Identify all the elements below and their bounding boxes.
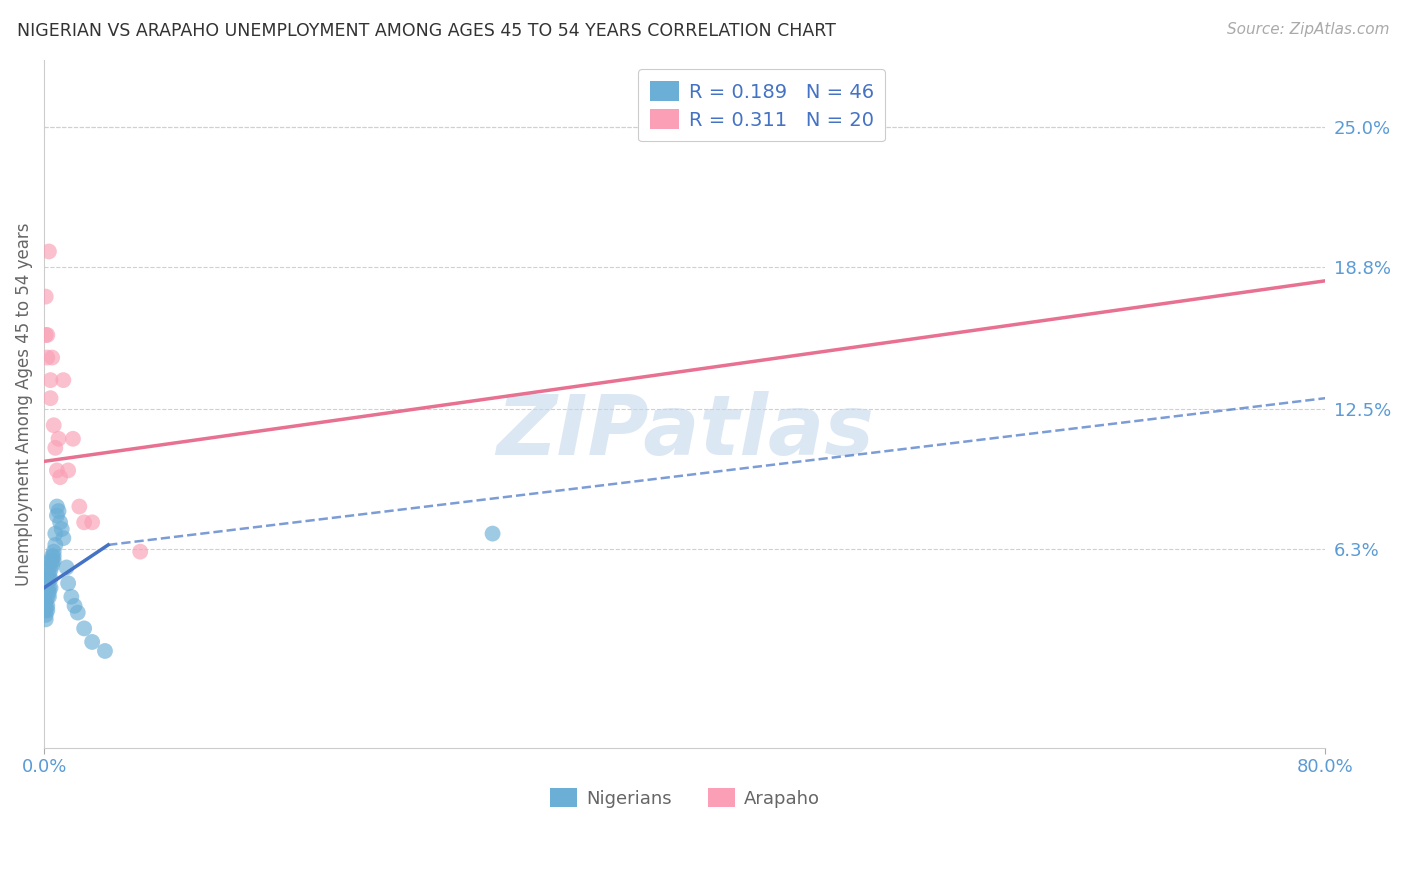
Point [52, 373, 75, 387]
Point [42, 549, 65, 564]
Point [51, 522, 73, 536]
Point [38, 581, 60, 595]
Point [56, 576, 79, 591]
Point [38, 244, 60, 259]
Point [35, 594, 58, 608]
Point [44, 538, 66, 552]
Point [73, 516, 96, 530]
Point [45, 508, 67, 523]
Point [35, 290, 58, 304]
Point [35, 328, 58, 343]
Point [49, 516, 72, 530]
Point [66, 606, 89, 620]
Point [32, 590, 55, 604]
Point [39, 572, 62, 586]
Point [38, 585, 60, 599]
Point [38, 560, 60, 574]
Point [52, 531, 75, 545]
Point [42, 554, 65, 568]
Point [37, 351, 59, 365]
Text: NIGERIAN VS ARAPAHO UNEMPLOYMENT AMONG AGES 45 TO 54 YEARS CORRELATION CHART: NIGERIAN VS ARAPAHO UNEMPLOYMENT AMONG A… [17, 22, 835, 40]
Point [41, 558, 63, 573]
Point [60, 590, 83, 604]
Point [55, 560, 77, 574]
Point [41, 549, 63, 564]
Point [39, 563, 62, 577]
Point [129, 544, 152, 558]
Legend: Nigerians, Arapaho: Nigerians, Arapaho [543, 780, 827, 814]
Point [37, 603, 59, 617]
Point [56, 463, 79, 477]
Point [481, 526, 503, 541]
Point [67, 500, 90, 514]
Point [38, 567, 60, 582]
Point [94, 644, 117, 658]
Point [73, 621, 96, 635]
Point [42, 418, 65, 433]
Point [35, 612, 58, 626]
Point [37, 572, 59, 586]
Point [35, 599, 58, 613]
Point [62, 432, 84, 446]
Point [42, 544, 65, 558]
Point [45, 463, 67, 477]
Point [45, 500, 67, 514]
Point [38, 572, 60, 586]
Point [39, 373, 62, 387]
Point [39, 391, 62, 405]
Point [37, 590, 59, 604]
Point [63, 599, 86, 613]
Point [39, 554, 62, 568]
Point [41, 351, 63, 365]
Point [44, 441, 66, 455]
Point [35, 603, 58, 617]
Y-axis label: Unemployment Among Ages 45 to 54 years: Unemployment Among Ages 45 to 54 years [15, 222, 32, 585]
Point [37, 328, 59, 343]
Point [41, 554, 63, 568]
Text: Source: ZipAtlas.com: Source: ZipAtlas.com [1226, 22, 1389, 37]
Point [37, 599, 59, 613]
Point [48, 432, 70, 446]
Point [82, 635, 104, 649]
Point [38, 590, 60, 604]
Text: ZIPatlas: ZIPatlas [496, 391, 873, 472]
Point [35, 607, 58, 622]
Point [39, 581, 62, 595]
Point [44, 526, 66, 541]
Point [49, 470, 72, 484]
Point [37, 576, 59, 591]
Point [48, 504, 70, 518]
Point [82, 516, 104, 530]
Point [37, 582, 59, 597]
Point [32, 599, 55, 613]
